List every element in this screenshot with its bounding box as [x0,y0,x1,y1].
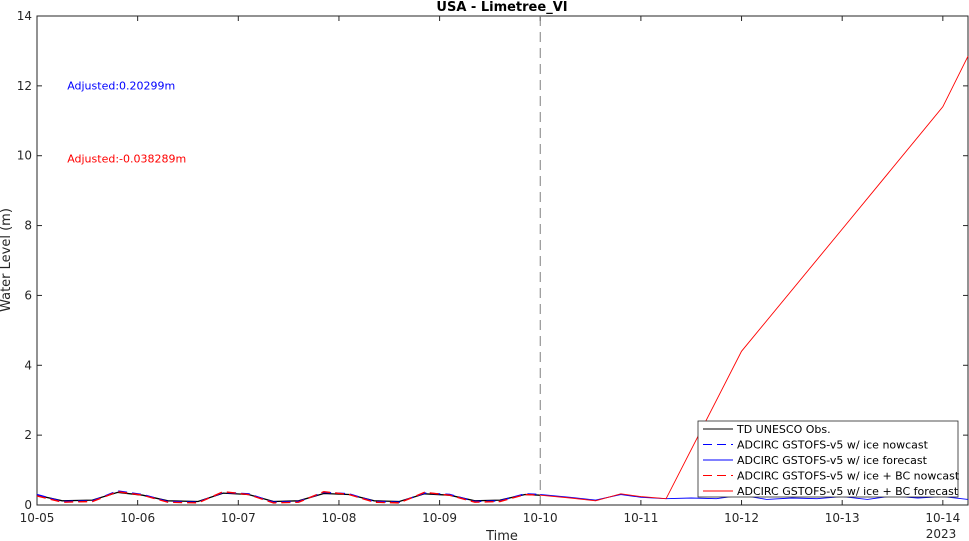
legend-entry: ADCIRC GSTOFS-v5 w/ ice + BC forecast [737,485,959,498]
legend-entry: ADCIRC GSTOFS-v5 w/ ice forecast [737,454,928,467]
y-axis-label: Water Level (m) [0,208,14,312]
y-axis-ticks: 0 2 4 6 8 10 12 14 [17,9,968,512]
x-tick-label: 10-07 [221,511,256,525]
x-axis-label: Time [485,529,518,541]
y-tick-label: 6 [24,288,32,302]
legend: TD UNESCO Obs. ADCIRC GSTOFS-v5 w/ ice no… [697,420,960,498]
legend-entry: ADCIRC GSTOFS-v5 w/ ice nowcast [737,439,929,452]
x-tick-label: 10-14 [925,511,960,525]
x-tick-label: 10-12 [724,511,759,525]
chart-title: USA - Limetree_VI [436,0,567,15]
y-tick-label: 4 [24,358,32,372]
annotation-text: Adjusted:-0.038289m [67,153,186,166]
x-tick-label: 10-06 [120,511,155,525]
legend-entry: ADCIRC GSTOFS-v5 w/ ice + BC nowcast [737,470,960,483]
x-tick-label: 10-10 [523,511,558,525]
x-tick-label: 10-05 [20,511,55,525]
y-tick-label: 10 [17,149,32,163]
y-tick-label: 12 [17,79,32,93]
legend-box [697,420,959,498]
y-tick-label: 8 [24,219,32,233]
annotations: Adjusted:0.20299m Adjusted:-0.038289m [67,79,186,165]
y-tick-label: 0 [24,498,32,512]
annotation-text: Adjusted:0.20299m [67,79,175,92]
legend-items: TD UNESCO Obs. ADCIRC GSTOFS-v5 w/ ice no… [703,423,960,498]
x-tick-label: 10-13 [825,511,860,525]
x-axis-ticks: 10-05 10-06 10-07 10-08 10-09 10-10 10-11 10-12… [20,16,960,525]
y-tick-label: 14 [17,9,32,23]
x-tick-label: 10-08 [322,511,357,525]
x-axis-year-label: 2023 [926,527,957,541]
series-line-4 [36,490,541,504]
legend-entry: TD UNESCO Obs. [736,423,831,436]
series-line-5 [540,55,969,502]
x-tick-label: 10-09 [422,511,457,525]
y-tick-label: 2 [24,428,32,442]
x-tick-label: 10-11 [623,511,658,525]
